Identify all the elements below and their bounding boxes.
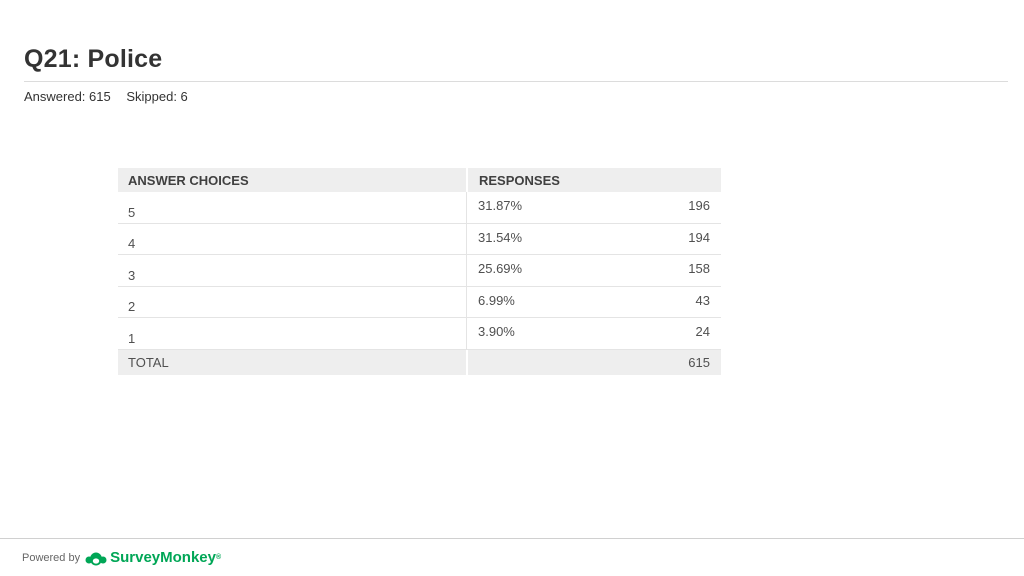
- header-answer-choices: ANSWER CHOICES: [128, 172, 249, 188]
- answer-choice: 1: [128, 330, 136, 346]
- response-count: 43: [695, 292, 710, 308]
- total-label: TOTAL: [128, 354, 169, 370]
- footer-divider: [0, 538, 1024, 539]
- answer-choice: 4: [128, 236, 136, 251]
- table-row: 4 31.54% 194: [118, 223, 721, 255]
- response-percent: 31.54%: [478, 229, 523, 245]
- answered-count: Answered: 615: [24, 89, 111, 104]
- footer: Powered by SurveyMonkey ®: [22, 549, 221, 566]
- answer-choice: 3: [128, 267, 136, 283]
- table-row: 3 25.69% 158: [118, 255, 721, 287]
- response-cell: 3.90% 24: [466, 318, 721, 349]
- response-stats: Answered: 615 Skipped: 6: [24, 89, 200, 104]
- response-cell: 31.54% 194: [466, 223, 721, 254]
- brand-name: SurveyMonkey: [110, 549, 216, 566]
- response-count: 196: [688, 198, 710, 213]
- table-header: ANSWER CHOICES RESPONSES: [118, 168, 721, 192]
- skipped-count: Skipped: 6: [126, 89, 188, 104]
- table-row: 2 6.99% 43: [118, 286, 721, 318]
- table-row: 5 31.87% 196: [118, 192, 721, 224]
- answer-choice: 2: [128, 299, 136, 314]
- surveymonkey-brand[interactable]: SurveyMonkey ®: [85, 549, 221, 566]
- response-percent: 25.69%: [478, 261, 523, 276]
- page-title: Q21: Police: [24, 45, 163, 73]
- powered-by-label: Powered by: [22, 551, 81, 564]
- title-divider: [24, 81, 1008, 82]
- response-percent: 3.90%: [478, 324, 515, 339]
- response-count: 24: [695, 324, 710, 339]
- results-table: ANSWER CHOICES RESPONSES 5 31.87% 196 4 31.5…: [118, 168, 721, 375]
- response-percent: 31.87%: [478, 198, 523, 213]
- response-cell: 25.69% 158: [466, 255, 721, 286]
- response-cell: 6.99% 43: [466, 286, 721, 317]
- header-responses: RESPONSES: [466, 168, 721, 192]
- table-body: 5 31.87% 196 4 31.54% 194 3 25.69% 158 2 6.99% 43 1 3…: [118, 192, 721, 350]
- surveymonkey-logo-icon: [85, 552, 107, 565]
- total-cell: 615: [466, 349, 721, 375]
- response-count: 194: [688, 229, 710, 245]
- answer-choice: 5: [128, 204, 136, 220]
- total-row: TOTAL 615: [118, 349, 721, 375]
- response-percent: 6.99%: [478, 292, 515, 308]
- response-count: 158: [688, 261, 710, 276]
- total-value: 615: [688, 354, 710, 370]
- response-cell: 31.87% 196: [466, 192, 721, 223]
- table-row: 1 3.90% 24: [118, 318, 721, 350]
